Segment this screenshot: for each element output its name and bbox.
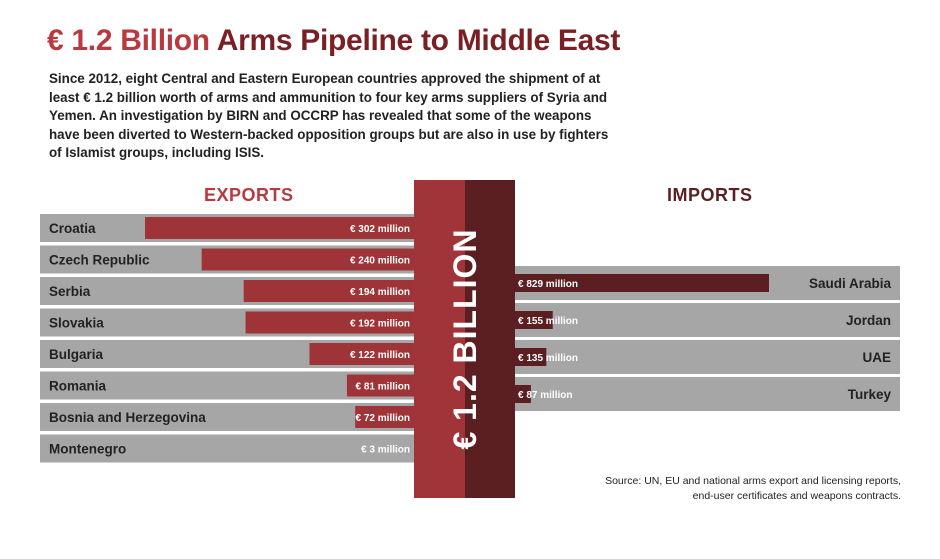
center-pillar-right (465, 180, 515, 498)
import-value-label: € 87 million (518, 390, 572, 401)
source-note: Source: UN, EU and national arms export … (605, 474, 901, 504)
export-country-label: Czech Republic (49, 253, 150, 268)
import-value-label: € 135 million (518, 353, 578, 364)
center-total-label: € 1.2 BILLION (447, 228, 483, 449)
export-row-bg (40, 434, 425, 463)
export-country-label: Bulgaria (49, 347, 104, 362)
title-rest: Arms Pipeline to Middle East (216, 24, 621, 57)
import-bar (503, 311, 553, 329)
import-row-bg (504, 377, 900, 411)
export-value-label: € 240 million (350, 256, 410, 267)
import-row-bg (504, 340, 900, 374)
export-value-label: € 302 million (350, 224, 410, 235)
import-value-label: € 155 million (518, 316, 578, 327)
export-bar (145, 217, 421, 239)
export-value-label: € 72 million (356, 413, 410, 424)
intro-paragraph: Since 2012, eight Central and Eastern Eu… (49, 71, 609, 160)
export-bar (243, 280, 421, 302)
export-bar (245, 311, 421, 334)
source-line-2: end-user certificates and weapons contra… (692, 490, 901, 502)
page-title: € 1.2 Billion Arms Pipeline to Middle Ea… (47, 24, 620, 58)
export-bar (309, 343, 421, 365)
import-country-label: UAE (862, 350, 891, 365)
import-country-label: Turkey (848, 387, 892, 402)
source-line-1: Source: UN, EU and national arms export … (605, 475, 901, 487)
export-country-label: Croatia (49, 221, 96, 236)
import-value-label: € 829 million (518, 279, 578, 290)
imports-header: IMPORTS (667, 185, 753, 205)
center-pillar-left (414, 180, 465, 498)
export-bar (355, 406, 421, 428)
import-country-label: Jordan (846, 313, 891, 328)
import-bar (503, 274, 769, 292)
export-country-label: Slovakia (49, 316, 104, 331)
export-value-label: € 194 million (350, 287, 410, 298)
export-country-label: Serbia (49, 284, 91, 299)
export-country-label: Bosnia and Herzegovina (49, 410, 206, 425)
import-row-bg (504, 303, 900, 337)
export-country-label: Romania (49, 379, 107, 394)
intro-text: Since 2012, eight Central and Eastern Eu… (49, 70, 619, 163)
import-country-label: Saudi Arabia (809, 276, 892, 291)
export-bar (346, 374, 421, 397)
export-value-label: € 81 million (356, 382, 410, 393)
export-bar (201, 248, 421, 271)
exports-header: EXPORTS (204, 185, 294, 205)
export-country-label: Montenegro (49, 442, 126, 457)
title-highlight: € 1.2 Billion (47, 24, 210, 57)
export-value-label: € 3 million (361, 445, 410, 456)
export-value-label: € 192 million (350, 319, 410, 330)
export-value-label: € 122 million (350, 350, 410, 361)
